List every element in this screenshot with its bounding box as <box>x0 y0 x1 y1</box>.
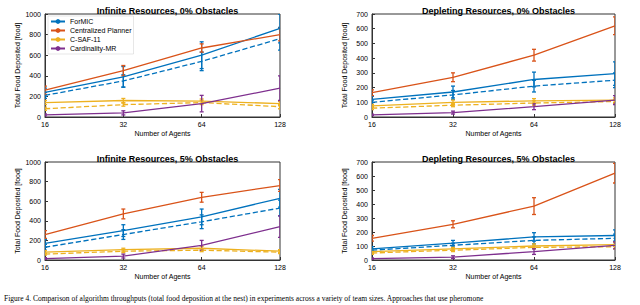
svg-text:16: 16 <box>41 264 49 271</box>
svg-text:16: 16 <box>41 121 49 128</box>
svg-text:800: 800 <box>29 31 41 38</box>
svg-text:400: 400 <box>29 72 41 79</box>
svg-text:Figure 4. Comparison of algori: Figure 4. Comparison of algorithm throug… <box>4 294 484 303</box>
svg-text:100: 100 <box>356 243 368 250</box>
svg-text:64: 64 <box>198 264 206 271</box>
svg-text:128: 128 <box>609 264 621 271</box>
svg-text:1000: 1000 <box>25 11 41 18</box>
svg-text:32: 32 <box>119 121 127 128</box>
svg-text:200: 200 <box>356 84 368 91</box>
svg-text:32: 32 <box>449 121 457 128</box>
svg-text:64: 64 <box>530 121 538 128</box>
svg-text:400: 400 <box>356 55 368 62</box>
svg-text:500: 500 <box>356 40 368 47</box>
svg-text:700: 700 <box>356 11 368 18</box>
svg-text:C-SAF-11: C-SAF-11 <box>70 36 101 43</box>
svg-text:200: 200 <box>356 229 368 236</box>
svg-text:700: 700 <box>356 159 368 166</box>
svg-text:Total Food Deposited [food]: Total Food Deposited [food] <box>14 23 22 109</box>
svg-text:Cardinality-MR: Cardinality-MR <box>70 45 116 53</box>
svg-text:400: 400 <box>29 217 41 224</box>
svg-text:Number of Agents: Number of Agents <box>465 273 522 281</box>
svg-text:16: 16 <box>368 121 376 128</box>
svg-text:100: 100 <box>356 99 368 106</box>
svg-text:300: 300 <box>356 215 368 222</box>
svg-text:200: 200 <box>29 93 41 100</box>
svg-text:500: 500 <box>356 187 368 194</box>
svg-text:32: 32 <box>449 264 457 271</box>
svg-text:Total Food Deposited [food]: Total Food Deposited [food] <box>341 168 349 254</box>
svg-text:16: 16 <box>368 264 376 271</box>
svg-text:Depleting Resources, 0% Obstac: Depleting Resources, 0% Obstacles <box>422 6 575 16</box>
svg-text:300: 300 <box>356 69 368 76</box>
svg-text:64: 64 <box>530 264 538 271</box>
svg-text:Total Food Deposited [food]: Total Food Deposited [food] <box>341 23 349 109</box>
svg-text:800: 800 <box>29 178 41 185</box>
svg-text:Number of Agents: Number of Agents <box>134 130 191 138</box>
svg-text:600: 600 <box>356 173 368 180</box>
svg-text:Depleting Resources, 5% Obstac: Depleting Resources, 5% Obstacles <box>422 154 575 164</box>
svg-text:Total Food Deposited [food]: Total Food Deposited [food] <box>14 168 22 254</box>
svg-text:400: 400 <box>356 201 368 208</box>
svg-text:0: 0 <box>37 114 41 121</box>
svg-text:128: 128 <box>609 121 621 128</box>
svg-text:Infinite Resources, 5% Obstacl: Infinite Resources, 5% Obstacles <box>97 154 239 164</box>
svg-text:32: 32 <box>119 264 127 271</box>
svg-text:Centralized Planner: Centralized Planner <box>70 27 132 34</box>
svg-text:600: 600 <box>29 198 41 205</box>
svg-text:0: 0 <box>37 257 41 264</box>
svg-text:128: 128 <box>274 264 286 271</box>
svg-text:200: 200 <box>29 237 41 244</box>
svg-text:64: 64 <box>198 121 206 128</box>
svg-text:0: 0 <box>364 257 368 264</box>
svg-text:600: 600 <box>29 52 41 59</box>
svg-text:600: 600 <box>356 25 368 32</box>
svg-text:ForMIC: ForMIC <box>70 18 93 25</box>
svg-text:Number of Agents: Number of Agents <box>134 273 191 281</box>
svg-text:Number of Agents: Number of Agents <box>465 130 522 138</box>
svg-text:128: 128 <box>274 121 286 128</box>
svg-text:Infinite Resources, 0% Obstacl: Infinite Resources, 0% Obstacles <box>97 6 239 16</box>
svg-text:1000: 1000 <box>25 159 41 166</box>
svg-text:0: 0 <box>364 114 368 121</box>
